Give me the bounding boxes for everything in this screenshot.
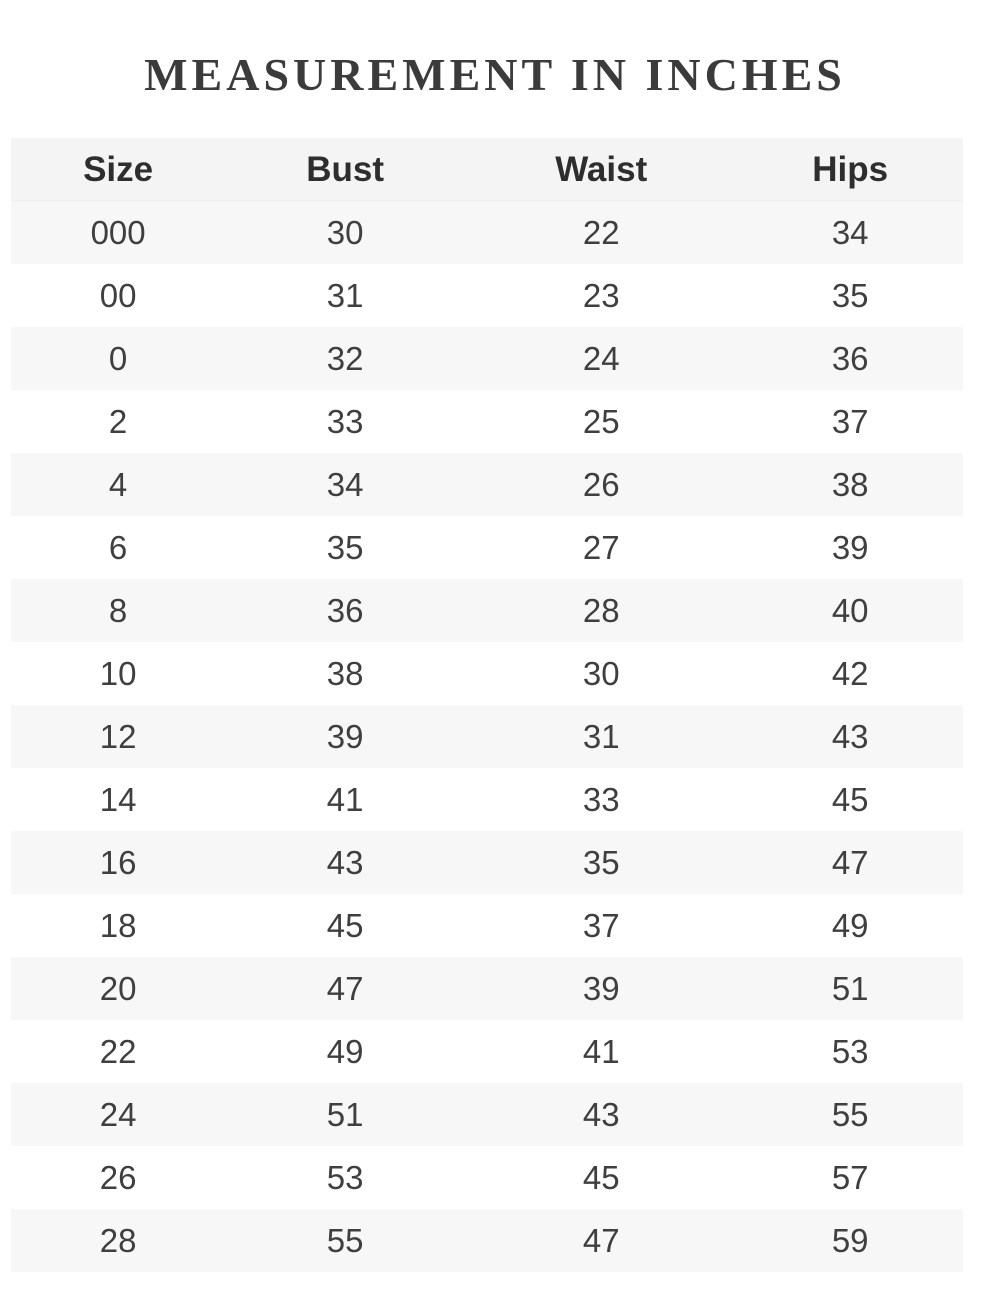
table-row: 4 34 26 38 — [11, 453, 963, 516]
cell-size: 2 — [108, 402, 128, 440]
cell-bust: 55 — [326, 1221, 364, 1259]
cell-size: 4 — [108, 465, 128, 503]
cell-hips: 59 — [831, 1221, 869, 1259]
cell-waist: 39 — [582, 969, 620, 1007]
cell-hips: 45 — [831, 780, 869, 818]
cell-hips: 40 — [831, 591, 869, 629]
table-row: 0 32 24 36 — [11, 327, 963, 390]
cell-hips: 57 — [831, 1158, 869, 1196]
cell-bust: 51 — [326, 1095, 364, 1133]
cell-hips: 38 — [831, 465, 869, 503]
size-chart-table: Size Bust Waist Hips 000 30 22 34 00 31 23 35 0 3… — [11, 138, 963, 1272]
table-row: 12 39 31 43 — [11, 705, 963, 768]
cell-size: 20 — [99, 969, 137, 1007]
table-row: 14 41 33 45 — [11, 768, 963, 831]
cell-waist: 25 — [582, 402, 620, 440]
cell-waist: 28 — [582, 591, 620, 629]
cell-waist: 31 — [582, 717, 620, 755]
cell-waist: 27 — [582, 528, 620, 566]
table-row: 20 47 39 51 — [11, 957, 963, 1020]
column-header-bust: Bust — [225, 138, 465, 201]
cell-waist: 43 — [582, 1095, 620, 1133]
cell-bust: 38 — [326, 654, 364, 692]
table-row: 000 30 22 34 — [11, 201, 963, 264]
table-row: 26 53 45 57 — [11, 1146, 963, 1209]
column-header-size: Size — [11, 138, 225, 201]
cell-hips: 49 — [831, 906, 869, 944]
cell-size: 22 — [99, 1032, 137, 1070]
cell-waist: 35 — [582, 843, 620, 881]
cell-waist: 47 — [582, 1221, 620, 1259]
cell-size: 6 — [108, 528, 128, 566]
cell-waist: 41 — [582, 1032, 620, 1070]
table-header-row: Size Bust Waist Hips — [11, 138, 963, 201]
cell-size: 16 — [99, 843, 137, 881]
cell-bust: 45 — [326, 906, 364, 944]
page-title: MEASUREMENT IN INCHES — [144, 49, 846, 100]
cell-size: 18 — [99, 906, 137, 944]
cell-hips: 51 — [831, 969, 869, 1007]
cell-waist: 33 — [582, 780, 620, 818]
cell-hips: 37 — [831, 402, 869, 440]
cell-bust: 33 — [326, 402, 364, 440]
cell-size: 12 — [99, 717, 137, 755]
cell-size: 000 — [90, 213, 146, 251]
cell-bust: 35 — [326, 528, 364, 566]
cell-waist: 24 — [582, 339, 620, 377]
cell-bust: 43 — [326, 843, 364, 881]
table-row: 18 45 37 49 — [11, 894, 963, 957]
cell-size: 14 — [99, 780, 137, 818]
cell-hips: 43 — [831, 717, 869, 755]
cell-bust: 32 — [326, 339, 364, 377]
cell-hips: 47 — [831, 843, 869, 881]
table-row: 10 38 30 42 — [11, 642, 963, 705]
table-row: 2 33 25 37 — [11, 390, 963, 453]
cell-hips: 34 — [831, 213, 869, 251]
cell-hips: 53 — [831, 1032, 869, 1070]
cell-bust: 39 — [326, 717, 364, 755]
cell-waist: 45 — [582, 1158, 620, 1196]
cell-waist: 26 — [582, 465, 620, 503]
cell-waist: 30 — [582, 654, 620, 692]
cell-size: 8 — [108, 591, 128, 629]
table-header: Size Bust Waist Hips — [11, 138, 963, 201]
cell-bust: 41 — [326, 780, 364, 818]
cell-size: 00 — [99, 276, 137, 314]
cell-bust: 47 — [326, 969, 364, 1007]
cell-size: 24 — [99, 1095, 137, 1133]
table-row: 6 35 27 39 — [11, 516, 963, 579]
table-row: 28 55 47 59 — [11, 1209, 963, 1272]
table-row: 8 36 28 40 — [11, 579, 963, 642]
cell-bust: 34 — [326, 465, 364, 503]
cell-bust: 49 — [326, 1032, 364, 1070]
cell-size: 0 — [108, 339, 128, 377]
cell-bust: 36 — [326, 591, 364, 629]
cell-hips: 42 — [831, 654, 869, 692]
cell-bust: 30 — [326, 213, 364, 251]
table-row: 22 49 41 53 — [11, 1020, 963, 1083]
column-header-waist: Waist — [465, 138, 737, 201]
column-header-hips: Hips — [737, 138, 963, 201]
cell-size: 10 — [99, 654, 137, 692]
cell-bust: 31 — [326, 276, 364, 314]
table-row: 24 51 43 55 — [11, 1083, 963, 1146]
cell-size: 26 — [99, 1158, 137, 1196]
table-row: 00 31 23 35 — [11, 264, 963, 327]
cell-hips: 36 — [831, 339, 869, 377]
cell-waist: 22 — [582, 213, 620, 251]
cell-waist: 23 — [582, 276, 620, 314]
table-body: 000 30 22 34 00 31 23 35 0 32 24 36 2 33 25 37 4 34 26 38 6 3… — [11, 201, 963, 1272]
cell-hips: 55 — [831, 1095, 869, 1133]
cell-size: 28 — [99, 1221, 137, 1259]
cell-hips: 35 — [831, 276, 869, 314]
cell-bust: 53 — [326, 1158, 364, 1196]
table-row: 16 43 35 47 — [11, 831, 963, 894]
cell-hips: 39 — [831, 528, 869, 566]
cell-waist: 37 — [582, 906, 620, 944]
